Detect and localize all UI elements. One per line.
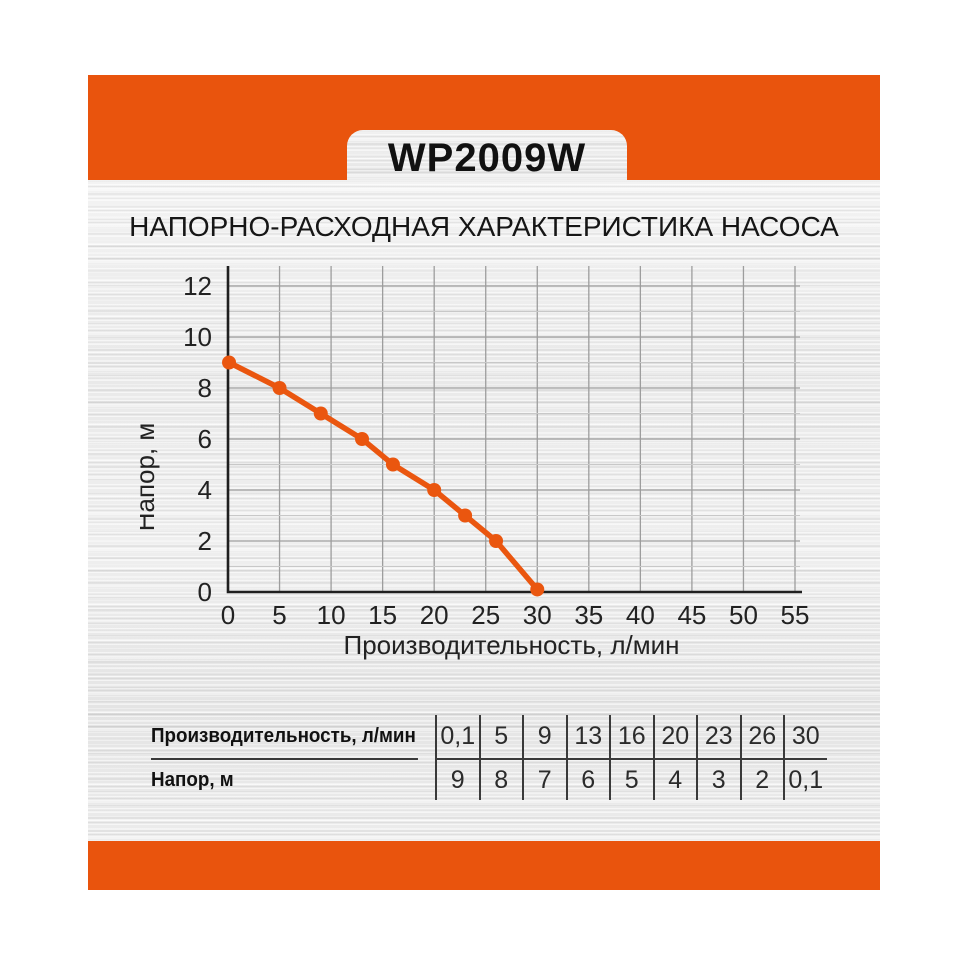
y-tick-label: 4 [198, 475, 212, 505]
x-tick-label: 55 [781, 600, 810, 630]
data-point [458, 508, 473, 523]
data-point [427, 483, 442, 497]
table-cell: 9 [435, 760, 479, 800]
spec-table: Производительность, л/мин 0,1 5 9 13 16 20 23 26… [151, 715, 827, 800]
data-point [355, 432, 370, 446]
data-point [313, 406, 328, 421]
table-cell: 0,1 [435, 715, 479, 760]
table-cell: 13 [565, 715, 609, 760]
x-axis-title: Производительность, л/мин [344, 630, 680, 660]
x-tick-label: 15 [368, 600, 397, 630]
table-row-label: Производительность, л/мин [151, 715, 418, 760]
y-axis-title: Напор, м [140, 423, 160, 532]
y-tick-label: 8 [198, 373, 212, 403]
y-tick-label: 10 [183, 322, 212, 352]
model-tab: WP2009W [347, 130, 627, 180]
x-tick-label: 20 [420, 600, 449, 630]
x-tick-label: 40 [626, 600, 655, 630]
x-tick-label: 5 [272, 600, 286, 630]
data-point [489, 534, 504, 548]
table-cell: 0,1 [783, 760, 827, 800]
y-tick-label: 0 [198, 577, 212, 607]
metal-panel: НАПОРНО-РАСХОДНАЯ ХАРАКТЕРИСТИКА НАСОСА … [88, 180, 880, 841]
table-cell: 16 [609, 715, 653, 760]
pump-curve-chart: 0 2 4 6 8 10 12 0 5 10 15 20 25 30 35 40 45 50 55 Напор, м П… [140, 266, 810, 660]
chart-heading: НАПОРНО-РАСХОДНАЯ ХАРАКТЕРИСТИКА НАСОСА [129, 211, 839, 242]
table-cell: 7 [522, 760, 566, 800]
table-cell: 9 [522, 715, 566, 760]
table-cell: 20 [652, 715, 696, 760]
y-tick-label: 6 [198, 424, 212, 454]
y-tick-label: 12 [183, 271, 212, 301]
table-row-label: Напор, м [151, 768, 234, 791]
x-tick-label: 30 [523, 600, 552, 630]
x-tick-label: 10 [317, 600, 346, 630]
axes [226, 266, 802, 594]
data-point [222, 355, 237, 370]
data-point [385, 457, 400, 472]
x-tick-label: 0 [221, 600, 235, 630]
x-tick-label: 35 [574, 600, 603, 630]
x-tick-label: 45 [677, 600, 706, 630]
data-point [272, 381, 287, 395]
table-cell: 2 [739, 760, 784, 800]
table-cell: 5 [478, 715, 522, 760]
table-cell: 6 [565, 760, 610, 800]
table-cell: 4 [652, 760, 697, 800]
model-name: WP2009W [387, 135, 587, 180]
table-cell: 3 [696, 760, 740, 800]
y-tick-label: 2 [198, 526, 212, 556]
data-point [530, 582, 545, 597]
table-cell: 5 [609, 760, 653, 800]
table-cell: 8 [478, 760, 523, 800]
table-cell: 26 [739, 715, 783, 760]
table-cell: 30 [783, 715, 827, 760]
table-cell: 23 [696, 715, 740, 760]
x-tick-label: 25 [471, 600, 500, 630]
x-tick-label: 50 [729, 600, 758, 630]
orange-frame: WP2009W НАПОРНО-РАСХОДНАЯ ХАРАКТЕРИСТИКА… [88, 75, 880, 890]
